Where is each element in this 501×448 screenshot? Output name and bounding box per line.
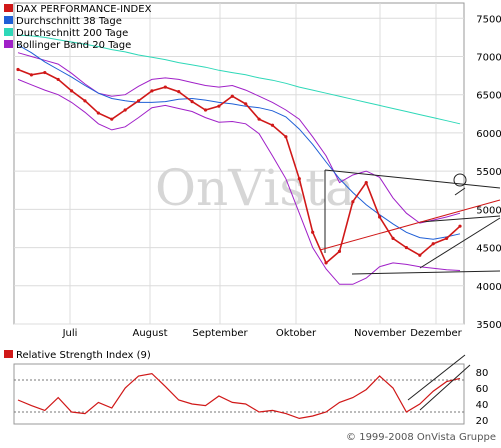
main-x-tick-label: August — [133, 328, 168, 339]
rsi-series-layer — [17, 372, 461, 420]
dax-point — [458, 224, 462, 228]
dax-point — [284, 135, 288, 139]
legend-swatch-bollinger — [4, 40, 13, 48]
dax-point — [123, 108, 127, 112]
dax-point — [244, 102, 248, 106]
watermark: OnVista — [155, 159, 355, 217]
dax-point — [297, 177, 301, 181]
rsi-y-tick-label: 80 — [476, 368, 489, 379]
dax-point — [136, 99, 141, 103]
main-series-layer — [16, 34, 462, 285]
series-line — [17, 78, 461, 285]
main-y-tick-label: 7000 — [476, 53, 501, 64]
dax-point — [445, 236, 449, 240]
dax-point — [418, 253, 422, 257]
rsi-y-ticks: 20 40 60 80 — [476, 368, 489, 427]
dax-point — [270, 123, 275, 127]
dax-point — [29, 73, 33, 77]
dax-point — [311, 230, 315, 234]
dax-point — [203, 108, 208, 112]
rsi-line — [17, 372, 461, 420]
main-y-tick-label: 5500 — [476, 167, 501, 178]
dax-point — [110, 117, 114, 121]
dax-point — [96, 111, 100, 115]
main-grid — [14, 3, 464, 325]
dax-point — [378, 215, 382, 219]
main-y-tick-label: 5000 — [476, 205, 501, 216]
rsi-plot-area — [13, 363, 465, 425]
main-x-tick-label: Juli — [62, 328, 78, 339]
rsi-y-tick-label: 40 — [476, 400, 489, 411]
dax-point — [391, 236, 395, 240]
dax-point — [404, 245, 409, 250]
red-trend-line — [319, 199, 501, 251]
rsi-y-tick-label: 60 — [476, 384, 489, 395]
series-line — [17, 34, 461, 125]
dax-point — [217, 104, 221, 108]
dax-point — [257, 117, 261, 121]
dax-point — [16, 67, 20, 72]
main-x-tick-label: November — [354, 328, 407, 339]
dax-point — [364, 181, 368, 185]
copyright: © 1999-2008 OnVista Gruppe — [346, 432, 496, 443]
rsi-legend-swatch — [4, 350, 13, 358]
series-line — [17, 52, 461, 224]
dax-point — [190, 99, 194, 104]
main-y-tick-label: 6000 — [476, 129, 501, 140]
dax-point — [43, 70, 47, 75]
dax-point — [83, 99, 87, 103]
rsi-grid — [14, 379, 464, 413]
legend-label-dax: DAX PERFORMANCE-INDEX — [16, 4, 152, 15]
dax-point — [177, 90, 181, 94]
main-x-ticks: Juli August September Oktober November Dezemb… — [62, 328, 463, 339]
series-line — [17, 44, 461, 240]
legend-label-bollinger: Bollinger Band 20 Tage — [16, 40, 131, 51]
dax-point — [337, 249, 342, 253]
rsi-trend-lines — [407, 354, 471, 411]
main-x-tick-label: Oktober — [276, 328, 317, 339]
dax-point — [230, 94, 234, 98]
main-y-tick-label: 7500 — [476, 14, 501, 25]
rsi-y-tick-label: 20 — [476, 416, 489, 427]
legend-swatch-38 — [4, 16, 13, 24]
main-y-ticks: 3500 4000 4500 5000 5500 6000 6500 7000 7500 — [476, 14, 501, 331]
main-x-tick-label: September — [192, 328, 248, 339]
main-y-tick-label: 3500 — [476, 320, 501, 331]
main-x-tick-label: Dezember — [410, 328, 462, 339]
main-y-tick-label: 4000 — [476, 282, 501, 293]
dax-point — [150, 89, 154, 93]
legend-swatch-200 — [4, 28, 13, 36]
series-line — [17, 68, 461, 265]
highlight-circle — [453, 173, 467, 187]
dax-point — [431, 242, 435, 246]
dax-point — [351, 200, 355, 204]
main-y-tick-label: 4500 — [476, 244, 501, 255]
legend-label-38: Durchschnitt 38 Tage — [16, 16, 122, 27]
trend-lines — [324, 169, 501, 275]
legend-label-200: Durchschnitt 200 Tage — [16, 28, 128, 39]
legend: DAX PERFORMANCE-INDEX Durchschnitt 38 Ta… — [4, 4, 152, 51]
dax-point — [324, 261, 328, 265]
rsi-title: Relative Strength Index (9) — [16, 350, 151, 361]
dax-point — [56, 77, 60, 82]
dax-point — [163, 85, 167, 89]
main-y-tick-label: 6500 — [476, 91, 501, 102]
legend-swatch-dax — [4, 4, 13, 12]
dax-point — [69, 89, 74, 93]
